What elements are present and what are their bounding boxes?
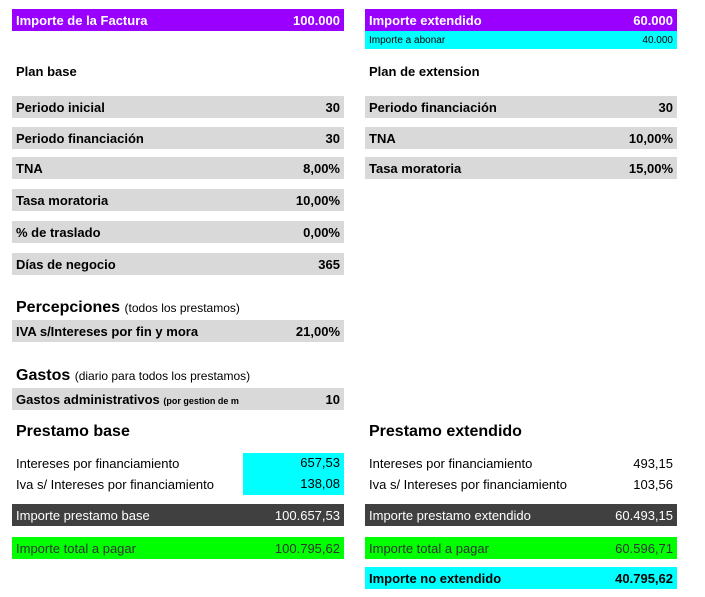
iva-value: 21,00% (295, 323, 340, 339)
plan-row-label: Días de negocio (16, 256, 116, 272)
plan-row-label: Periodo financiación (16, 130, 144, 146)
base-loan-amount-value: 100.657,53 (274, 507, 340, 523)
base-loan-amount-label: Importe prestamo base (16, 507, 150, 523)
base-interest-label: Intereses por financiamiento (16, 455, 180, 471)
ext-row-tna: TNA 10,00% (365, 127, 677, 149)
plan-row-label: % de traslado (16, 224, 101, 240)
plan-row-late-rate: Tasa moratoria 10,00% (12, 189, 344, 211)
ext-iva-value: 103,56 (633, 476, 673, 492)
base-iva-label: Iva s/ Intereses por financiamiento (16, 476, 214, 492)
ext-loan-amount-row: Importe prestamo extendido 60.493,15 (365, 504, 677, 526)
gastos-title: Gastos (16, 367, 71, 384)
not-extended-value: 40.795,62 (615, 570, 673, 586)
ext-row-value: 10,00% (628, 130, 673, 146)
base-loan-title: Prestamo base (16, 423, 130, 440)
base-iva-label-row: Iva s/ Intereses por financiamiento (12, 474, 252, 494)
gastos-note: (diario para todos los prestamos) (74, 369, 251, 383)
plan-row-value: 365 (318, 256, 340, 272)
plan-row-tna: TNA 8,00% (12, 157, 344, 179)
plan-row-label: Tasa moratoria (16, 192, 109, 208)
admin-expenses-label: Gastos administrativos (16, 391, 160, 407)
plan-row-business-days: Días de negocio 365 (12, 253, 344, 275)
admin-expenses-note: (por gestion de m (163, 395, 239, 406)
plan-base-title: Plan base (16, 64, 77, 79)
ext-row-financing-period: Periodo financiación 30 (365, 96, 677, 118)
gastos-header: Gastos (diario para todos los prestamos) (16, 367, 250, 385)
ext-loan-amount-label: Importe prestamo extendido (369, 507, 531, 523)
not-extended-row: Importe no extendido 40.795,62 (365, 567, 677, 589)
base-interest-value: 657,53 (243, 453, 344, 474)
extended-loan-title: Prestamo extendido (369, 423, 522, 440)
percepciones-title: Percepciones (16, 299, 121, 316)
extended-amount-label: Importe extendido (369, 12, 482, 28)
ext-total-value: 60.596,71 (615, 540, 673, 556)
extended-amount-row: Importe extendido 60.000 (365, 9, 677, 31)
ext-total-label: Importe total a pagar (369, 540, 489, 556)
ext-loan-amount-value: 60.493,15 (615, 507, 673, 523)
credit-amount-value: 40.000 (642, 34, 673, 46)
base-loan-amount-row: Importe prestamo base 100.657,53 (12, 504, 344, 526)
invoice-amount-row: Importe de la Factura 100.000 (12, 9, 344, 31)
invoice-amount-value: 100.000 (293, 12, 340, 28)
plan-row-value: 8,00% (303, 160, 340, 176)
plan-row-label: Periodo inicial (16, 99, 105, 115)
base-total-label: Importe total a pagar (16, 540, 136, 556)
plan-row-value: 0,00% (303, 224, 340, 240)
ext-iva-label: Iva s/ Intereses por financiamiento (369, 476, 567, 492)
plan-row-initial-period: Periodo inicial 30 (12, 96, 344, 118)
ext-row-label: Tasa moratoria (369, 160, 462, 176)
base-total-row: Importe total a pagar 100.795,62 (12, 537, 344, 559)
base-interest-label-row: Intereses por financiamiento (12, 453, 252, 473)
invoice-amount-label: Importe de la Factura (16, 12, 148, 28)
not-extended-label: Importe no extendido (369, 570, 502, 586)
base-iva-value: 138,08 (243, 474, 344, 495)
ext-iva-row: Iva s/ Intereses por financiamiento 103,… (365, 474, 677, 494)
ext-row-label: TNA (369, 130, 396, 146)
plan-row-financing-period: Periodo financiación 30 (12, 127, 344, 149)
plan-row-value: 30 (325, 99, 340, 115)
ext-interest-row: Intereses por financiamiento 493,15 (365, 453, 677, 473)
ext-interest-value: 493,15 (633, 455, 673, 471)
ext-interest-label: Intereses por financiamiento (369, 455, 533, 471)
ext-total-row: Importe total a pagar 60.596,71 (365, 537, 677, 559)
plan-extension-title: Plan de extension (369, 64, 480, 79)
admin-expenses-row: Gastos administrativos (por gestion de m… (12, 388, 344, 410)
ext-row-value: 15,00% (628, 160, 673, 176)
credit-amount-label: Importe a abonar (369, 34, 446, 46)
plan-row-value: 30 (325, 130, 340, 146)
ext-row-late-rate: Tasa moratoria 15,00% (365, 157, 677, 179)
credit-amount-row: Importe a abonar 40.000 (365, 31, 677, 49)
ext-row-value: 30 (658, 99, 673, 115)
plan-row-value: 10,00% (295, 192, 340, 208)
percepciones-header: Percepciones (todos los prestamos) (16, 299, 240, 317)
extended-amount-value: 60.000 (633, 12, 673, 28)
admin-expenses-value: 10 (325, 391, 340, 407)
plan-row-transfer-pct: % de traslado 0,00% (12, 221, 344, 243)
percepciones-note: (todos los prestamos) (124, 301, 240, 315)
ext-row-label: Periodo financiación (369, 99, 497, 115)
base-total-value: 100.795,62 (274, 540, 340, 556)
iva-row: IVA s/Intereses por fin y mora 21,00% (12, 320, 344, 342)
plan-row-label: TNA (16, 160, 43, 176)
iva-label: IVA s/Intereses por fin y mora (16, 323, 199, 339)
